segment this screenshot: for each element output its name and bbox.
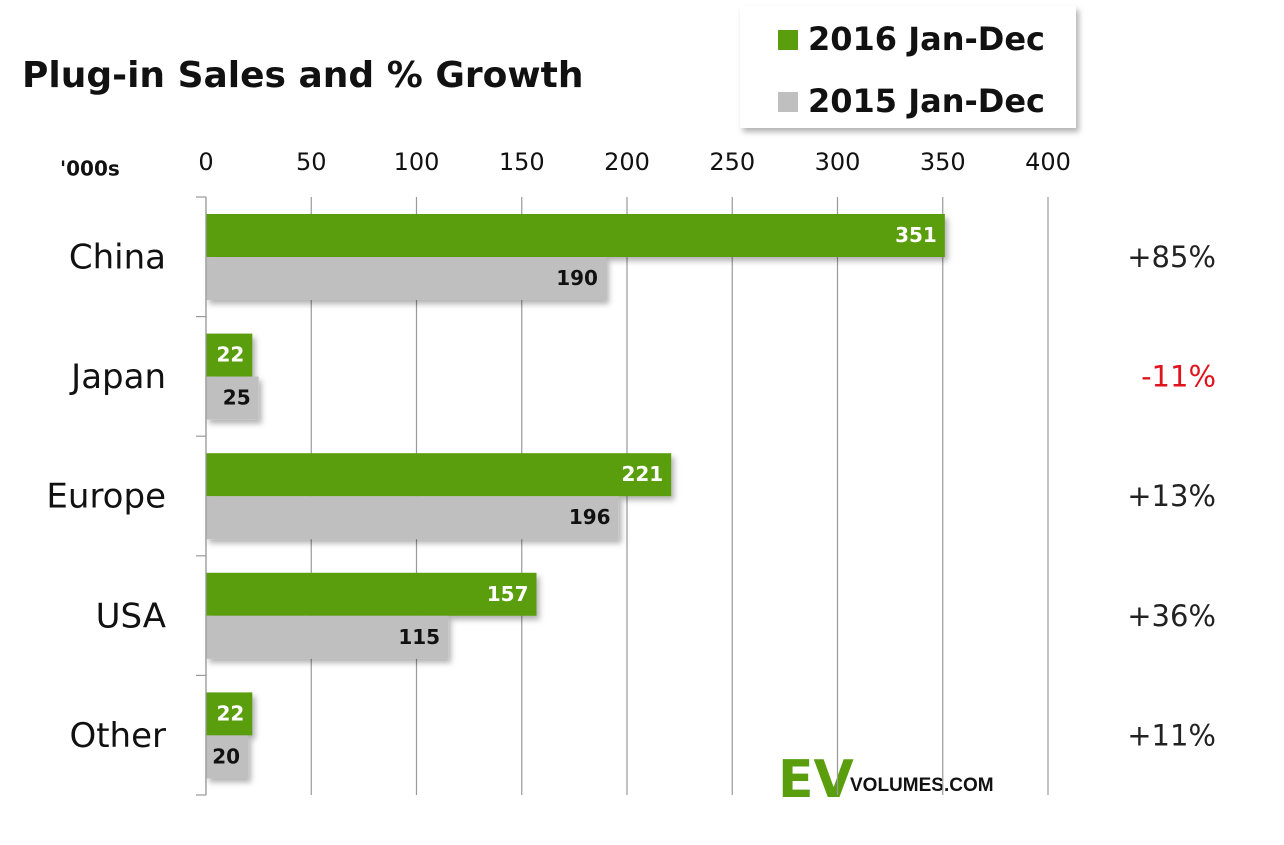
data-label: 25: [223, 386, 251, 410]
data-label: 196: [569, 505, 611, 529]
x-tick-label: 300: [815, 148, 861, 176]
bar: [206, 376, 259, 420]
bar: [206, 214, 945, 257]
x-tick-label: 200: [604, 148, 650, 176]
x-tick-label: 250: [709, 148, 755, 176]
x-tick-label: 400: [1025, 148, 1071, 176]
y-tick-label: China: [69, 238, 166, 278]
data-label: 22: [216, 701, 244, 725]
growth-label: +13%: [1127, 479, 1216, 513]
bar: [206, 692, 253, 736]
x-tick-label: 150: [499, 148, 545, 176]
bar: [206, 615, 449, 659]
legend-label: 2016 Jan-Dec: [808, 20, 1045, 58]
chart-title: Plug-in Sales and % Growth: [22, 55, 583, 96]
data-label: 115: [398, 625, 440, 649]
legend-swatch: [778, 92, 798, 112]
growth-label: +85%: [1127, 240, 1216, 274]
bar: [206, 257, 606, 300]
y-tick-label: USA: [96, 596, 166, 636]
bar: [206, 453, 672, 497]
growth-label: +11%: [1127, 718, 1216, 752]
y-tick-label: Other: [69, 716, 166, 756]
x-tick-label: 100: [394, 148, 440, 176]
x-tick-label: 0: [198, 148, 213, 176]
y-tick-label: Japan: [69, 357, 166, 397]
data-label: 20: [212, 744, 240, 768]
bar: [206, 333, 253, 377]
bar: [206, 496, 619, 540]
growth-label: +36%: [1127, 599, 1216, 633]
data-label: 190: [556, 266, 598, 290]
axis-unit: '000s: [60, 157, 120, 181]
legend-swatch: [778, 30, 798, 50]
x-tick-label: 50: [296, 148, 327, 176]
data-label: 221: [621, 462, 663, 486]
logo-mark: EV: [778, 750, 854, 810]
data-label: 351: [895, 223, 937, 247]
growth-label: -11%: [1141, 360, 1216, 394]
bar: [206, 735, 249, 779]
data-label: 22: [216, 343, 244, 367]
data-label: 157: [487, 582, 529, 606]
bar: [206, 572, 537, 616]
legend-label: 2015 Jan-Dec: [808, 82, 1045, 120]
logo-text: VOLUMES.COM: [850, 775, 994, 796]
x-tick-label: 350: [920, 148, 966, 176]
y-tick-label: Europe: [46, 477, 166, 517]
